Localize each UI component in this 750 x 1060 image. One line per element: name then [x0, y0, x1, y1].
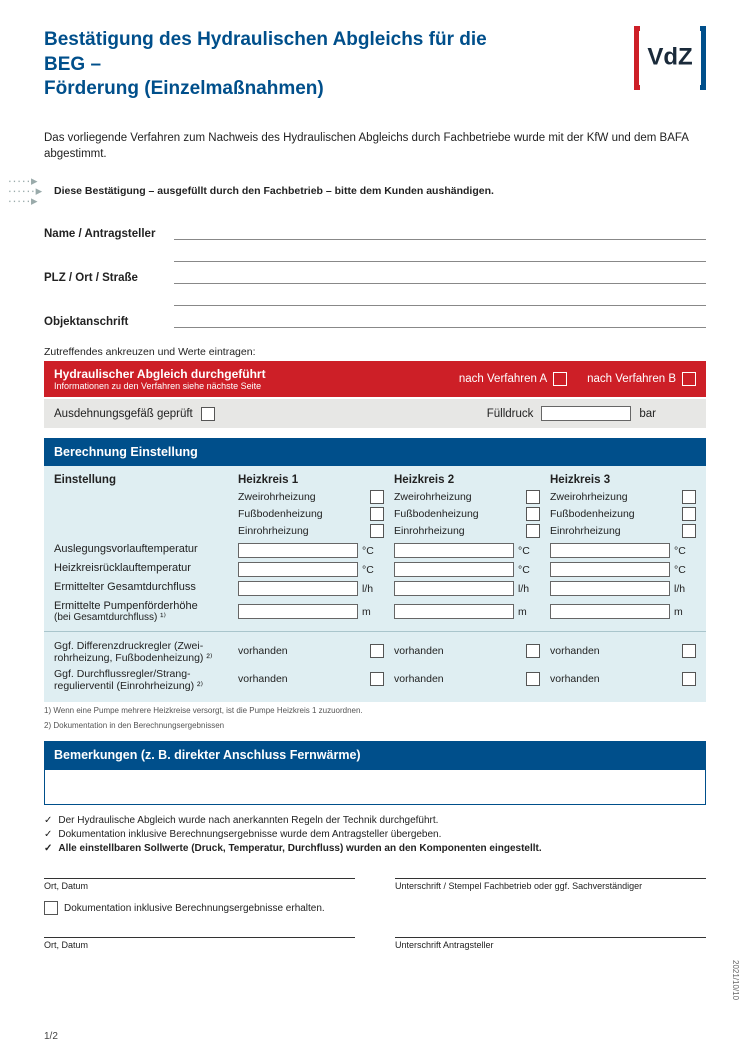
hk3-einrohrheizung-checkbox[interactable] — [682, 524, 696, 538]
hk1-einrohrheizung-checkbox[interactable] — [370, 524, 384, 538]
extra0-hk1-checkbox[interactable] — [370, 644, 384, 658]
arrow-icon: ∙∙∙∙∙▸∙∙∙∙∙∙▸∙∙∙∙∙▸ — [8, 176, 54, 206]
hk2-fußbodenheizung-checkbox[interactable] — [526, 507, 540, 521]
field-obj-input[interactable] — [174, 292, 706, 328]
row-label: Ermittelte Pumpenförderhöhe(bei Gesamtdu… — [54, 598, 228, 625]
hk1-fußbodenheizung-checkbox[interactable] — [370, 507, 384, 521]
hk3-2-input[interactable] — [550, 581, 670, 596]
extra1-hk3-checkbox[interactable] — [682, 672, 696, 686]
hk3-3-input[interactable] — [550, 604, 670, 619]
doc-received-label: Dokumentation inklusive Berechnungsergeb… — [64, 903, 325, 914]
hk2-2-input[interactable] — [394, 581, 514, 596]
grey-row: Ausdehnungsgefäß geprüft Fülldruck bar — [44, 399, 706, 428]
extra1-hk2-checkbox[interactable] — [526, 672, 540, 686]
row-label: Ermittelter Gesamtdurchfluss — [54, 579, 228, 598]
row-label: Heizkreisrücklauftemperatur — [54, 560, 228, 579]
remarks-input[interactable] — [44, 769, 706, 805]
extra0-hk3-checkbox[interactable] — [682, 644, 696, 658]
doc-received-checkbox[interactable] — [44, 901, 58, 915]
sig-antragsteller[interactable]: Unterschrift Antragsteller — [395, 937, 706, 950]
hk2-1-input[interactable] — [394, 562, 514, 577]
hk2-0-input[interactable] — [394, 543, 514, 558]
field-plz-label: PLZ / Ort / Straße — [44, 272, 174, 284]
field-plz-input[interactable] — [174, 248, 706, 284]
hk3-zweirohrheizung-checkbox[interactable] — [682, 490, 696, 504]
field-name-input[interactable] — [174, 226, 706, 240]
field-obj-label: Objektanschrift — [44, 316, 174, 328]
remarks-header: Bemerkungen (z. B. direkter Anschluss Fe… — [44, 741, 706, 769]
footnote-1: 1) Wenn eine Pumpe mehrere Heizkreise ve… — [44, 706, 706, 716]
extra1-hk1-checkbox[interactable] — [370, 672, 384, 686]
calc-section-header: Berechnung Einstellung — [44, 438, 706, 466]
extra0-hk2-checkbox[interactable] — [526, 644, 540, 658]
hk1-0-input[interactable] — [238, 543, 358, 558]
intro-text: Das vorliegende Verfahren zum Nachweis d… — [44, 130, 706, 162]
hk2-3-input[interactable] — [394, 604, 514, 619]
hk1-zweirohrheizung-checkbox[interactable] — [370, 490, 384, 504]
field-name-label: Name / Antragsteller — [44, 228, 174, 240]
handout-note: Diese Bestätigung – ausgefüllt durch den… — [54, 185, 494, 197]
instruction-text: Zutreffendes ankreuzen und Werte eintrag… — [44, 346, 706, 358]
row-label: Auslegungsvorlauftemperatur — [54, 541, 228, 560]
col-hk1-header: Heizkreis 1 — [238, 474, 384, 490]
sig-ort-2[interactable]: Ort, Datum — [44, 937, 355, 950]
footnote-2: 2) Dokumentation in den Berechnungsergeb… — [44, 721, 706, 731]
hk3-0-input[interactable] — [550, 543, 670, 558]
verfahren-a-checkbox[interactable] — [553, 372, 567, 386]
red-header-row: Hydraulischer Abgleich durchgeführt Info… — [44, 361, 706, 397]
page-title: Bestätigung des Hydraulischen Abgleichs … — [44, 28, 524, 102]
col-hk3-header: Heizkreis 3 — [550, 474, 696, 490]
fuelldruck-input[interactable] — [541, 406, 631, 421]
page-number: 1/2 — [44, 1031, 58, 1042]
hk1-1-input[interactable] — [238, 562, 358, 577]
ausdehnung-checkbox[interactable] — [201, 407, 215, 421]
hk2-zweirohrheizung-checkbox[interactable] — [526, 490, 540, 504]
checklist: Der Hydraulische Abgleich wurde nach ane… — [44, 815, 706, 854]
vdz-logo: VdZ — [634, 26, 706, 90]
hk2-einrohrheizung-checkbox[interactable] — [526, 524, 540, 538]
hk1-2-input[interactable] — [238, 581, 358, 596]
hk3-1-input[interactable] — [550, 562, 670, 577]
hk3-fußbodenheizung-checkbox[interactable] — [682, 507, 696, 521]
col-hk2-header: Heizkreis 2 — [394, 474, 540, 490]
verfahren-b-checkbox[interactable] — [682, 372, 696, 386]
hk1-3-input[interactable] — [238, 604, 358, 619]
sig-fachbetrieb[interactable]: Unterschrift / Stempel Fachbetrieb oder … — [395, 878, 706, 891]
sig-ort-1[interactable]: Ort, Datum — [44, 878, 355, 891]
col-setting-header: Einstellung — [54, 474, 228, 490]
version-date: 2021/10/10 — [731, 960, 740, 1000]
